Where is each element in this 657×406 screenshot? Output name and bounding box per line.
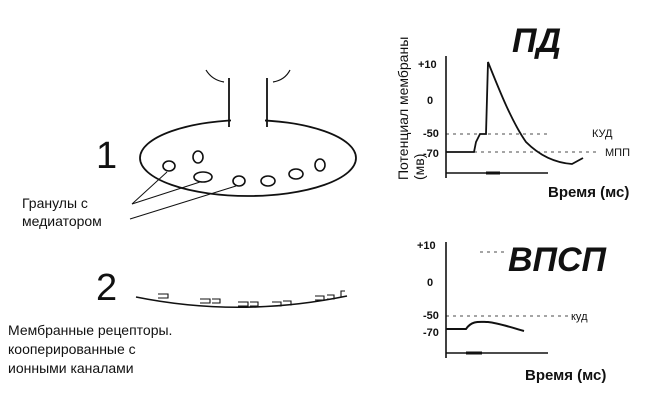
vesicles [162, 150, 326, 187]
pd-kud-label: КУД [592, 128, 613, 140]
membrane-receptors [158, 290, 345, 307]
vpsp-tick-0: 0 [427, 277, 433, 289]
vpsp-curve [446, 320, 525, 332]
postsynaptic-membrane [135, 290, 348, 309]
vpsp-tick-plus10: +10 [417, 240, 436, 252]
pd-chart-title: ПД [512, 22, 561, 60]
granules-label: Гранулы с медиатором [22, 195, 102, 229]
terminal-bulb [139, 119, 357, 197]
pd-ylabel: Потенциал мембраны (мв) [395, 33, 427, 180]
pd-mpp-label: МПП [605, 147, 630, 159]
granule-pointer-lines [129, 171, 237, 220]
vpsp-tick-minus50: -50 [423, 310, 439, 322]
pd-tick-plus10: +10 [418, 59, 437, 71]
presynaptic-terminal [139, 69, 357, 197]
vpsp-tick-minus70: -70 [423, 327, 439, 339]
vpsp-chart-title: ВПСП [508, 241, 608, 279]
vpsp-kud-label: куд [571, 311, 588, 323]
vpsp-chart: ВПСП +10 0 -50 -70 куд Время (мс) [417, 240, 608, 384]
step-1-number: 1 [96, 135, 117, 177]
pd-curve [446, 61, 584, 165]
pd-xlabel: Время (мс) [548, 184, 629, 201]
pd-tick-0: 0 [427, 95, 433, 107]
step-2-number: 2 [96, 267, 117, 309]
pd-chart: ПД Потенциал мембраны (мв) +10 0 -50 -70… [395, 22, 630, 201]
pd-tick-minus70: -70 [423, 148, 439, 160]
pd-tick-minus50: -50 [423, 128, 439, 140]
receptors-label: Мембранные рецепторы. кооперированные с … [8, 322, 176, 376]
vpsp-xlabel: Время (мс) [525, 367, 606, 384]
